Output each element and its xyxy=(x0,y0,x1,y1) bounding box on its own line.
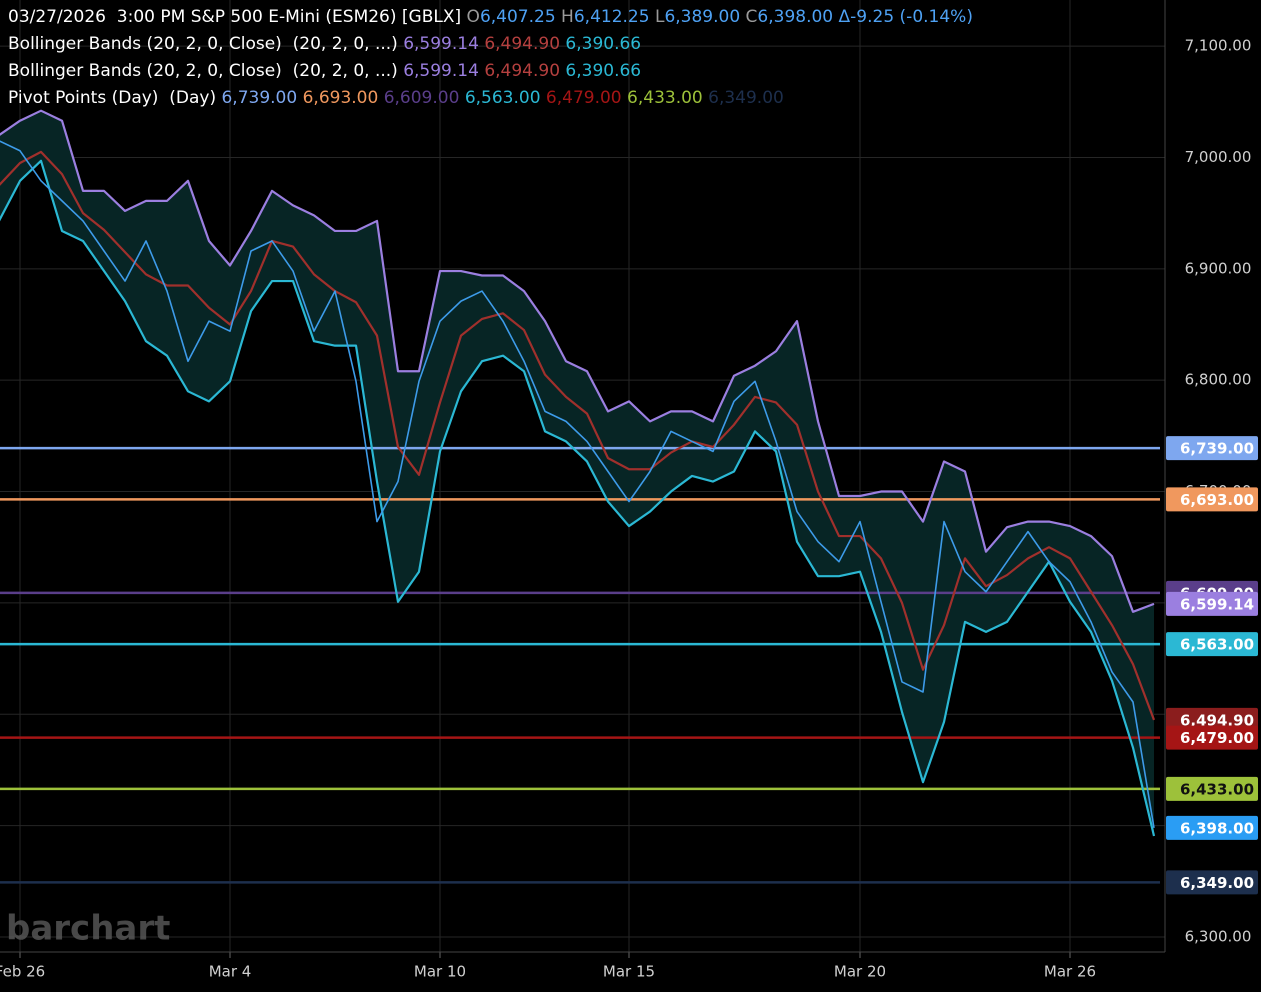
band-line xyxy=(0,150,1156,721)
study-value: 6,349.00 xyxy=(708,88,784,108)
x-tick-label: Feb 26 xyxy=(0,963,45,981)
price-badge xyxy=(1166,725,1258,750)
watermark: barchart xyxy=(6,909,170,949)
price-badge xyxy=(1166,591,1258,616)
study-value: 6,739.00 xyxy=(221,88,298,108)
quote-value: 6,389.00 xyxy=(664,7,741,27)
x-tick-label: Mar 4 xyxy=(209,963,252,981)
study-value: 6,494.90 xyxy=(484,61,561,81)
y-tick-label: 7,100.00 xyxy=(1185,37,1252,55)
band-fill xyxy=(0,110,1154,837)
quote-value: 6,407.25 xyxy=(479,7,556,27)
price-badge-label: 6,349.00 xyxy=(1180,874,1254,892)
price-badge xyxy=(1166,776,1258,801)
quote-value: 6,398.00 xyxy=(757,7,834,27)
quote-value: 6,412.25 xyxy=(573,7,650,27)
x-tick-label: Mar 10 xyxy=(414,963,466,981)
x-tick-label: Mar 15 xyxy=(603,963,655,981)
study-value: 6,599.14 xyxy=(403,61,479,81)
legend-row: Pivot Points (Day) (Day) 6,739.00 6,693.… xyxy=(8,85,973,112)
quote-key: L xyxy=(654,7,665,27)
study-value: 6,390.66 xyxy=(565,61,642,81)
study-value: 6,599.14 xyxy=(403,34,479,54)
legend-row: Bollinger Bands (20, 2, 0, Close) (20, 2… xyxy=(8,31,973,58)
price-badge-label: 6,494.90 xyxy=(1180,711,1254,729)
study-label: Bollinger Bands (20, 2, 0, Close) (20, 2… xyxy=(8,61,398,81)
legend-row: Bollinger Bands (20, 2, 0, Close) (20, 2… xyxy=(8,58,973,85)
y-tick-label: 6,900.00 xyxy=(1185,259,1252,277)
y-tick-label: 6,300.00 xyxy=(1185,927,1252,945)
price-line xyxy=(0,140,1155,828)
quote-key: C xyxy=(745,7,758,27)
study-value: 6,693.00 xyxy=(302,88,379,108)
y-tick-label: 6,800.00 xyxy=(1185,371,1252,389)
study-value: 6,479.00 xyxy=(545,88,622,108)
quote-key: O xyxy=(466,7,480,27)
price-badge-label: 6,398.00 xyxy=(1180,819,1254,837)
price-badge-label: 6,599.14 xyxy=(1180,595,1254,613)
study-value: 6,563.00 xyxy=(464,88,541,108)
study-value: 6,390.66 xyxy=(565,34,642,54)
y-tick-label: 7,000.00 xyxy=(1185,148,1252,166)
quote-change: Δ-9.25 (-0.14%) xyxy=(838,7,973,27)
x-tick-label: Mar 20 xyxy=(834,963,886,981)
quote-key: H xyxy=(561,7,574,27)
study-value: 6,433.00 xyxy=(627,88,703,108)
price-badge-label: 6,693.00 xyxy=(1180,491,1254,509)
legend: 03/27/2026 3:00 PM S&P 500 E-Mini (ESM26… xyxy=(8,4,973,112)
legend-row: 03/27/2026 3:00 PM S&P 500 E-Mini (ESM26… xyxy=(8,4,973,31)
study-value: 6,609.00 xyxy=(383,88,460,108)
price-badge xyxy=(1166,870,1258,895)
price-badge xyxy=(1166,487,1258,512)
band-line xyxy=(0,109,1155,613)
price-badge-label: 6,563.00 xyxy=(1180,636,1254,654)
price-badge-label: 6,433.00 xyxy=(1180,780,1254,798)
price-badge-label: 6,479.00 xyxy=(1180,729,1254,747)
band-line xyxy=(0,159,1156,837)
price-badge xyxy=(1166,436,1258,461)
study-label: Pivot Points (Day) (Day) xyxy=(8,88,217,108)
study-label: Bollinger Bands (20, 2, 0, Close) (20, 2… xyxy=(8,34,398,54)
price-badge xyxy=(1166,632,1258,657)
legend-title: 03/27/2026 3:00 PM S&P 500 E-Mini (ESM26… xyxy=(8,7,462,27)
price-badge-label: 6,739.00 xyxy=(1180,440,1254,458)
price-badge xyxy=(1166,815,1258,840)
x-tick-label: Mar 26 xyxy=(1044,963,1096,981)
study-value: 6,494.90 xyxy=(484,34,561,54)
